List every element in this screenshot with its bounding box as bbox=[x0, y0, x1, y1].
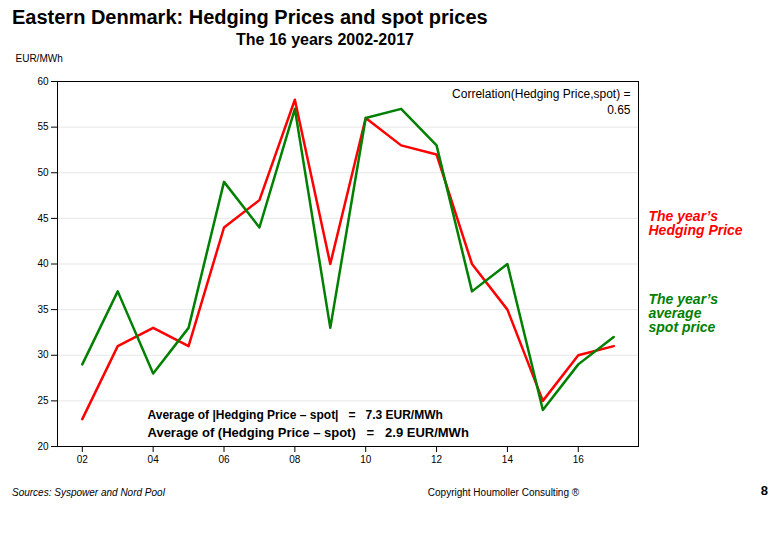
svg-text:08: 08 bbox=[289, 454, 301, 465]
svg-text:25: 25 bbox=[37, 395, 49, 406]
html-text:8: 8 bbox=[760, 483, 768, 498]
svg-text:14: 14 bbox=[502, 454, 514, 465]
svg-text:The year’saveragespot price: The year’saveragespot price bbox=[649, 291, 719, 335]
svg-text:Average of |Hedging Price – sp: Average of |Hedging Price – spot| = 7.3 … bbox=[148, 408, 443, 422]
svg-text:EUR/MWh: EUR/MWh bbox=[16, 53, 63, 64]
html-text:The 16 years 2002-2017: The 16 years 2002-2017 bbox=[236, 31, 414, 48]
svg-text:04: 04 bbox=[148, 454, 160, 465]
svg-text:55: 55 bbox=[37, 121, 49, 132]
svg-text:Correlation(Hedging Price,spot: Correlation(Hedging Price,spot) = bbox=[452, 87, 630, 101]
svg-text:10: 10 bbox=[360, 454, 372, 465]
svg-text:16: 16 bbox=[573, 454, 585, 465]
svg-text:45: 45 bbox=[37, 213, 49, 224]
svg-text:30: 30 bbox=[37, 349, 49, 360]
svg-text:Average of (Hedging Price – sp: Average of (Hedging Price – spot) = 2.9 … bbox=[148, 425, 469, 440]
svg-text:20: 20 bbox=[37, 441, 49, 452]
svg-text:60: 60 bbox=[37, 76, 49, 87]
svg-text:50: 50 bbox=[37, 167, 49, 178]
svg-text:12: 12 bbox=[431, 454, 443, 465]
svg-text:40: 40 bbox=[37, 258, 49, 269]
svg-text:The year’sHedging Price: The year’sHedging Price bbox=[649, 208, 743, 238]
html-text:Sources: Syspower and Nord Poo: Sources: Syspower and Nord Pool bbox=[12, 487, 165, 498]
svg-text:02: 02 bbox=[77, 454, 89, 465]
svg-text:06: 06 bbox=[218, 454, 230, 465]
html-text:Eastern Denmark: Hedging Price: Eastern Denmark: Hedging Prices and spot… bbox=[12, 6, 488, 28]
svg-text:35: 35 bbox=[37, 304, 49, 315]
html-text:Copyright Houmoller Consulting: Copyright Houmoller Consulting ® bbox=[427, 487, 580, 498]
svg-text:0.65: 0.65 bbox=[607, 103, 631, 117]
